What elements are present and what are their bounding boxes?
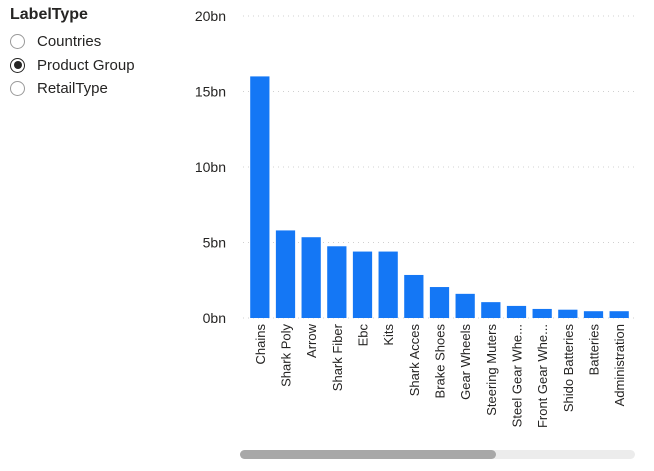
bar[interactable] <box>609 311 629 318</box>
x-tick-label: Brake Shoes <box>433 324 448 399</box>
bar[interactable] <box>455 293 475 318</box>
bar[interactable] <box>532 308 552 318</box>
x-tick-label: Shark Poly <box>279 324 294 387</box>
scrollbar-thumb[interactable] <box>240 450 496 459</box>
bar[interactable] <box>429 287 450 318</box>
bar[interactable] <box>378 251 398 318</box>
x-tick-label: Administration <box>612 324 627 406</box>
y-tick-label: 10bn <box>195 159 226 175</box>
y-tick-label: 15bn <box>195 84 226 100</box>
x-tick-label: Chains <box>253 324 268 365</box>
bar[interactable] <box>404 274 424 318</box>
x-axis-tick-labels: Chains Shark Poly Arrow Shark Fiber Ebc Kits S… <box>253 323 627 428</box>
bar[interactable] <box>352 251 373 318</box>
x-tick-label: Shark Fiber <box>330 323 345 391</box>
y-axis-tick-labels: 0bn 5bn 10bn 15bn 20bn <box>195 8 226 326</box>
x-tick-label: Front Gear Whe... <box>535 324 550 428</box>
x-tick-label: Arrow <box>304 323 319 358</box>
radio-label: Countries <box>37 33 102 51</box>
bar[interactable] <box>275 230 296 318</box>
slicer-title: LabelType <box>10 6 88 23</box>
x-tick-label: Shido Batteries <box>561 324 576 413</box>
y-tick-label: 5bn <box>203 235 226 251</box>
horizontal-scrollbar[interactable] <box>240 450 635 459</box>
y-tick-label: 0bn <box>203 310 226 326</box>
bar[interactable] <box>250 76 270 319</box>
bar[interactable] <box>301 237 321 318</box>
y-tick-label: 20bn <box>195 8 226 24</box>
label-type-slicer: LabelType Countries Product Group Retail… <box>10 6 135 101</box>
bars <box>250 76 629 319</box>
x-tick-label: Batteries <box>587 324 602 376</box>
x-tick-label: Kits <box>381 324 396 346</box>
x-tick-label: Ebc <box>356 324 371 347</box>
x-tick-label: Gear Wheels <box>458 324 473 400</box>
radio-label: RetailType <box>37 80 108 98</box>
radio-unselected-icon[interactable] <box>10 81 25 97</box>
radio-option-retailtype[interactable]: RetailType <box>10 77 135 101</box>
bar[interactable] <box>583 311 604 318</box>
radio-unselected-icon[interactable] <box>10 34 25 50</box>
radio-option-product-group[interactable]: Product Group <box>10 54 135 78</box>
bar[interactable] <box>506 305 527 318</box>
x-tick-label: Steering Muters <box>484 324 499 416</box>
bar[interactable] <box>481 302 501 318</box>
radio-selected-icon[interactable] <box>10 57 25 73</box>
radio-label: Product Group <box>37 56 135 74</box>
x-tick-label: Steel Gear Whe... <box>510 324 525 427</box>
x-tick-label: Shark Acces <box>407 324 422 397</box>
radio-option-countries[interactable]: Countries <box>10 30 135 54</box>
bar[interactable] <box>327 246 347 318</box>
bar[interactable] <box>558 309 578 318</box>
